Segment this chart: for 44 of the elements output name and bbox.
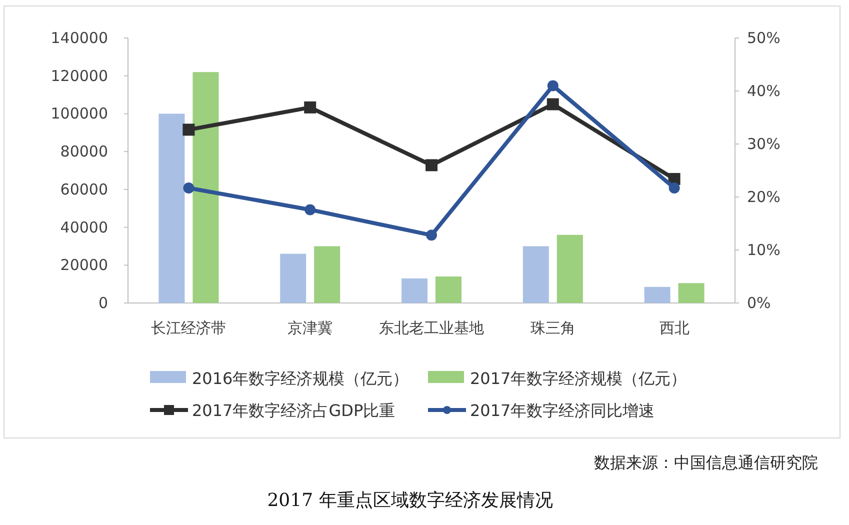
bar: [678, 283, 704, 303]
legend-label: 2017年数字经济占GDP比重: [192, 401, 396, 420]
point: [304, 101, 316, 114]
y2-tick-label: 10%: [747, 241, 780, 259]
legend-label: 2017年数字经济同比增速: [470, 401, 655, 420]
point: [546, 98, 559, 110]
bar: [280, 254, 306, 303]
legend-label: 2016年数字经济规模（亿元）: [192, 369, 409, 388]
bar: [436, 276, 462, 303]
legend-label: 2017年数字经济规模（亿元）: [470, 369, 687, 388]
text: 2017 年重点区域数字经济发展情况: [267, 490, 553, 511]
point: [668, 182, 680, 194]
y-tick-label: 100000: [50, 104, 108, 123]
x-tick-label: 西北: [659, 319, 690, 337]
y-tick-label: 140000: [50, 29, 108, 47]
x-tick-label: 长江经济带: [151, 319, 226, 337]
bar: [192, 72, 219, 303]
point: [426, 230, 437, 241]
x-tick-label: 东北老工业基地: [379, 319, 484, 337]
bar: [556, 234, 583, 303]
point: [304, 204, 316, 216]
bar: [314, 246, 340, 303]
bar: [522, 246, 549, 303]
point: [183, 182, 194, 194]
y-tick-label: 60000: [60, 180, 108, 198]
x-tick-label: 京津冀: [288, 319, 333, 337]
point: [182, 124, 195, 136]
x-tick-label: 珠三角: [530, 319, 576, 337]
y-tick-label: 20000: [60, 256, 108, 274]
y2-tick-label: 20%: [747, 188, 780, 206]
y-tick-label: 40000: [60, 218, 108, 236]
bar: [158, 114, 185, 303]
y-tick-label: 120000: [50, 66, 108, 85]
point: [547, 80, 558, 92]
y-tick-label: 80000: [60, 142, 108, 161]
point: [426, 159, 438, 172]
bar: [644, 286, 670, 303]
y2-tick-label: 30%: [747, 135, 780, 153]
y2-tick-label: 50%: [747, 29, 780, 47]
bar: [402, 278, 428, 303]
y2-tick-label: 40%: [747, 82, 780, 100]
y2-tick-label: 0%: [747, 294, 771, 312]
y-tick-label: 0: [98, 294, 108, 312]
source-note: 数据来源：中国信息通信研究院: [594, 453, 818, 472]
